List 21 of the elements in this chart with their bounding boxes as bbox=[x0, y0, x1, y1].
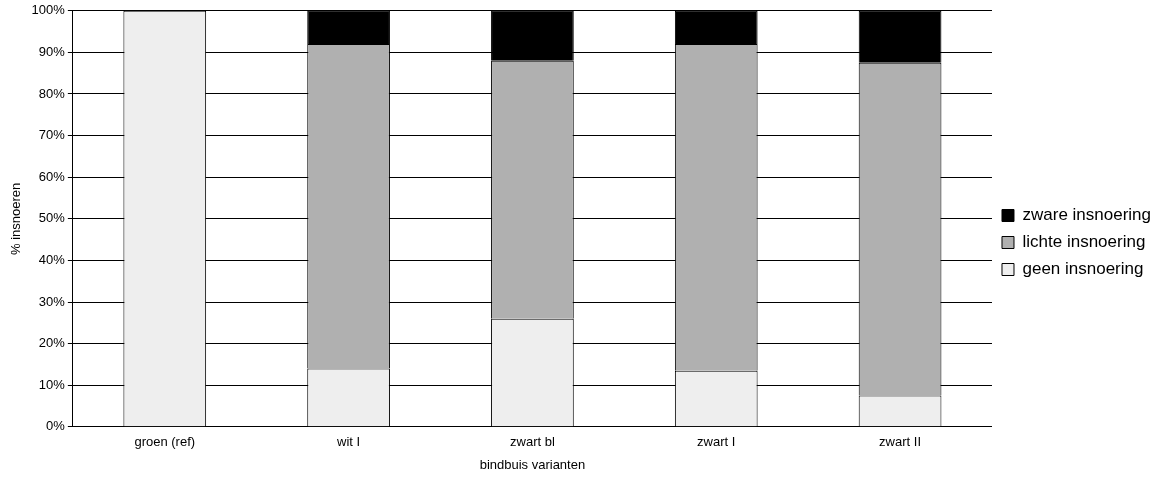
y-tick-label: 20% bbox=[38, 335, 66, 351]
x-tick-label: zwart bl bbox=[510, 434, 555, 450]
y-tick-label: 40% bbox=[38, 251, 66, 267]
y-tick-label: 100% bbox=[31, 2, 66, 18]
legend-label: zware insnoering bbox=[1022, 205, 1151, 225]
x-axis-title: bindbuis varianten bbox=[479, 456, 586, 472]
y-tick-label: 0% bbox=[46, 418, 66, 434]
legend-label: lichte insnoering bbox=[1022, 232, 1146, 252]
y-tick-label: 70% bbox=[38, 127, 66, 143]
y-tick-label: 80% bbox=[38, 85, 66, 101]
x-tick-label: zwart I bbox=[697, 434, 736, 450]
x-tick-label: wit I bbox=[336, 434, 361, 450]
y-axis-title: % insnoeren bbox=[8, 182, 24, 255]
y-tick-label: 50% bbox=[38, 210, 66, 226]
y-tick-label: 30% bbox=[38, 293, 66, 309]
y-tick-label: 60% bbox=[38, 168, 66, 184]
y-tick-label: 90% bbox=[38, 43, 66, 59]
y-tick-label: 10% bbox=[38, 376, 66, 392]
x-tick-label: groen (ref) bbox=[134, 434, 196, 450]
x-tick-label: zwart II bbox=[879, 434, 922, 450]
legend-label: geen insnoering bbox=[1022, 259, 1144, 279]
